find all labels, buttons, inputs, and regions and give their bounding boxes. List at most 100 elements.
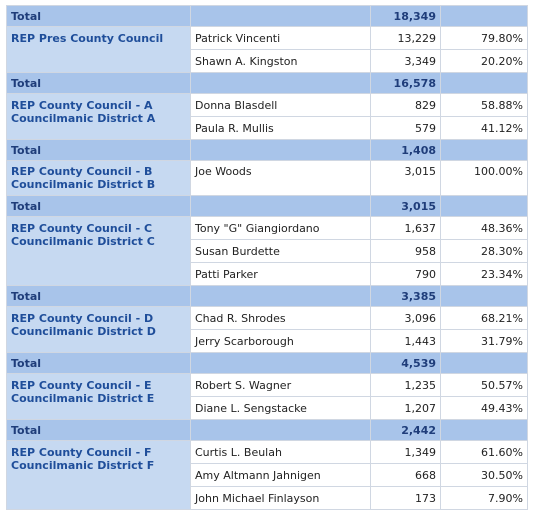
candidate-row: REP County Council - C Councilmanic Dist…: [6, 216, 528, 286]
candidate-percent: 23.34%: [440, 262, 528, 286]
candidate-percent: 68.21%: [440, 306, 528, 330]
candidate-percent: 50.57%: [440, 373, 528, 397]
total-label: Total: [6, 352, 191, 374]
candidate-name: Paula R. Mullis: [190, 116, 371, 140]
candidate-name: Amy Altmann Jahnigen: [190, 463, 371, 487]
candidate-votes: 1,207: [370, 396, 441, 420]
total-row: Total 2,442: [6, 419, 528, 441]
candidate-percent: 31.79%: [440, 329, 528, 353]
candidate-votes: 958: [370, 239, 441, 263]
candidate-votes: 3,096: [370, 306, 441, 330]
total-votes: 1,408: [370, 139, 441, 161]
candidate-percent: 79.80%: [440, 26, 528, 50]
total-label: Total: [6, 285, 191, 307]
candidate-row: Patti Parker 790 23.34%: [7, 262, 528, 286]
race-name: REP Pres County Council: [6, 26, 191, 73]
candidate-name: Jerry Scarborough: [190, 329, 371, 353]
candidate-row: REP County Council - B Councilmanic Dist…: [6, 160, 528, 196]
total-votes: 4,539: [370, 352, 441, 374]
total-row: Total 18,349: [6, 5, 528, 27]
total-label: Total: [6, 139, 191, 161]
empty-cell: [190, 139, 371, 161]
empty-cell: [190, 419, 371, 441]
candidate-percent: 20.20%: [440, 49, 528, 73]
candidate-votes: 829: [370, 93, 441, 117]
empty-cell: [440, 139, 528, 161]
candidate-row: Diane L. Sengstacke 1,207 49.43%: [7, 396, 528, 420]
candidate-row: REP County Council - E Councilmanic Dist…: [6, 373, 528, 420]
candidate-row: John Michael Finlayson 173 7.90%: [7, 486, 528, 510]
candidate-votes: 668: [370, 463, 441, 487]
candidate-name: Donna Blasdell: [190, 93, 371, 117]
candidate-percent: 7.90%: [440, 486, 528, 510]
candidate-votes: 3,349: [370, 49, 441, 73]
candidate-votes: 3,015: [370, 160, 441, 196]
total-row: Total 3,015: [6, 195, 528, 217]
candidate-percent: 30.50%: [440, 463, 528, 487]
candidate-name: Chad R. Shrodes: [190, 306, 371, 330]
total-row: Total 16,578: [6, 72, 528, 94]
candidate-row: REP Pres County Council Patrick Vincenti 1…: [6, 26, 528, 73]
empty-cell: [440, 419, 528, 441]
candidate-name: Diane L. Sengstacke: [190, 396, 371, 420]
total-row: Total 4,539: [6, 352, 528, 374]
candidate-votes: 1,235: [370, 373, 441, 397]
candidate-votes: 1,443: [370, 329, 441, 353]
candidate-name: Robert S. Wagner: [190, 373, 371, 397]
empty-cell: [440, 352, 528, 374]
race-name: REP County Council - C Councilmanic Dist…: [6, 216, 191, 286]
race-name: REP County Council - F Councilmanic Dist…: [6, 440, 191, 510]
candidate-votes: 173: [370, 486, 441, 510]
candidate-name: Joe Woods: [190, 160, 371, 196]
candidate-percent: 49.43%: [440, 396, 528, 420]
total-label: Total: [6, 72, 191, 94]
empty-cell: [440, 5, 528, 27]
candidate-percent: 58.88%: [440, 93, 528, 117]
candidate-percent: 28.30%: [440, 239, 528, 263]
candidate-percent: 61.60%: [440, 440, 528, 464]
empty-cell: [440, 195, 528, 217]
empty-cell: [440, 285, 528, 307]
race-name: REP County Council - B Councilmanic Dist…: [6, 160, 191, 196]
candidate-votes: 579: [370, 116, 441, 140]
candidate-row: Amy Altmann Jahnigen 668 30.50%: [7, 463, 528, 487]
candidate-row: Jerry Scarborough 1,443 31.79%: [7, 329, 528, 353]
empty-cell: [440, 72, 528, 94]
candidate-name: Tony "G" Giangiordano: [190, 216, 371, 240]
results-table: Total 18,349 REP Pres County Council Patric…: [6, 5, 528, 510]
race-name: REP County Council - A Councilmanic Dist…: [6, 93, 191, 140]
total-votes: 18,349: [370, 5, 441, 27]
candidate-name: John Michael Finlayson: [190, 486, 371, 510]
total-label: Total: [6, 195, 191, 217]
empty-cell: [190, 285, 371, 307]
total-votes: 16,578: [370, 72, 441, 94]
candidate-name: Curtis L. Beulah: [190, 440, 371, 464]
total-row: Total 1,408: [6, 139, 528, 161]
candidate-name: Patti Parker: [190, 262, 371, 286]
total-votes: 3,015: [370, 195, 441, 217]
candidate-row: Paula R. Mullis 579 41.12%: [7, 116, 528, 140]
candidate-row: Susan Burdette 958 28.30%: [7, 239, 528, 263]
candidate-name: Patrick Vincenti: [190, 26, 371, 50]
empty-cell: [190, 5, 371, 27]
candidate-name: Susan Burdette: [190, 239, 371, 263]
candidate-row: REP County Council - F Councilmanic Dist…: [6, 440, 528, 510]
empty-cell: [190, 195, 371, 217]
candidate-votes: 1,637: [370, 216, 441, 240]
race-name: REP County Council - D Councilmanic Dist…: [6, 306, 191, 353]
total-row: Total 3,385: [6, 285, 528, 307]
candidate-votes: 13,229: [370, 26, 441, 50]
candidate-percent: 41.12%: [440, 116, 528, 140]
total-label: Total: [6, 419, 191, 441]
candidate-percent: 48.36%: [440, 216, 528, 240]
candidate-percent: 100.00%: [440, 160, 528, 196]
table-body: Total 18,349 REP Pres County Council Patric…: [6, 5, 528, 510]
total-label: Total: [6, 5, 191, 27]
total-votes: 3,385: [370, 285, 441, 307]
candidate-name: Shawn A. Kingston: [190, 49, 371, 73]
candidate-row: REP County Council - D Councilmanic Dist…: [6, 306, 528, 353]
empty-cell: [190, 72, 371, 94]
candidate-row: REP County Council - A Councilmanic Dist…: [6, 93, 528, 140]
candidate-votes: 1,349: [370, 440, 441, 464]
